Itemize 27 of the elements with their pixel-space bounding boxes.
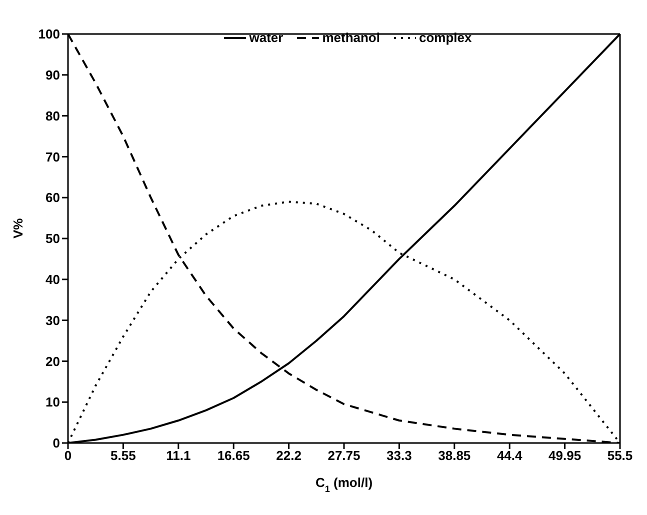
x-tick-label: 22.2 [276, 448, 302, 464]
x-tick-label: 16.65 [217, 448, 250, 464]
y-tick-label: 0 [52, 436, 60, 451]
y-tick-label: 70 [46, 149, 60, 164]
y-tick-label: 40 [46, 272, 60, 288]
x-tick-label: 55.5 [607, 448, 633, 464]
legend-label: water [249, 30, 284, 45]
y-tick-label: 20 [46, 354, 60, 369]
x-tick-label: 11.1 [166, 448, 191, 464]
x-axis-title: C$_{1}$ (mol/l) [315, 475, 373, 494]
x-tick-label: 5.55 [110, 448, 136, 464]
x-tick-label: 0 [64, 448, 72, 464]
y-tick-label: 80 [46, 108, 60, 124]
y-tick-label: 30 [46, 312, 60, 328]
legend-label: complex [419, 30, 472, 45]
x-tick-label: 38.85 [438, 448, 471, 464]
y-tick-label: 60 [46, 190, 60, 206]
legend-label: methanol [322, 30, 380, 45]
x-tick-label: 44.4 [496, 448, 524, 464]
y-tick-label: 90 [46, 68, 60, 83]
x-tick-label: 49.95 [548, 448, 582, 464]
y-axis-title: V% [10, 218, 26, 238]
y-tick-label: 10 [46, 394, 60, 410]
x-tick-label: 27.75 [328, 448, 360, 464]
x-tick-label: 33.3 [386, 448, 412, 464]
y-tick-label: 50 [46, 231, 60, 246]
y-tick-label: 100 [38, 26, 60, 42]
